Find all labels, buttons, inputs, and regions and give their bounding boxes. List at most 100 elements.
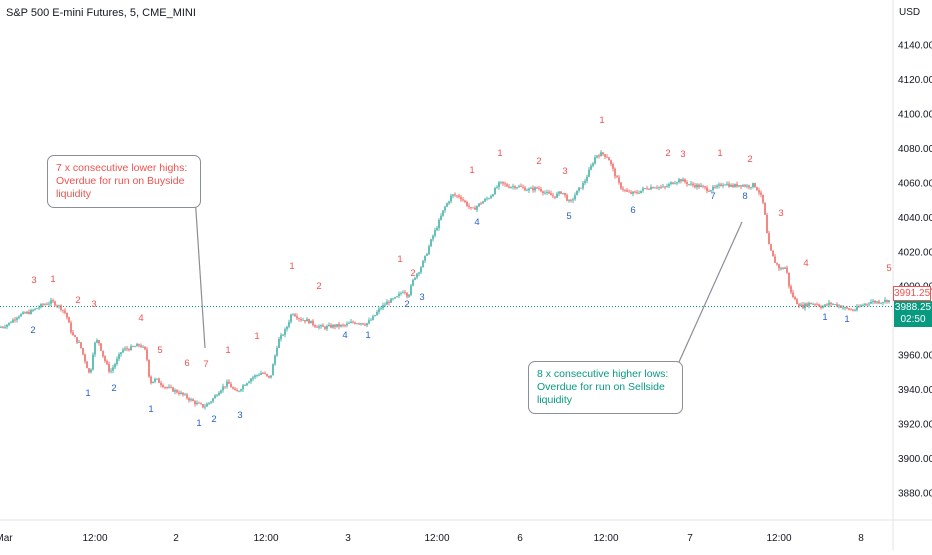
candle-body [436,228,438,231]
candle-body [782,267,784,269]
candle-body [44,304,46,306]
candle-body [302,320,304,321]
candle-body [464,200,466,202]
candle-body [80,342,82,348]
candle-body [642,188,644,191]
candle-body [158,378,160,383]
annotation-buyside[interactable]: 7 x consecutive lower highs: Overdue for… [47,155,201,208]
candle-body [88,368,90,373]
candle-body [338,324,340,327]
candle-body [496,187,498,188]
candle-body [220,390,222,393]
candle-body [722,184,724,186]
sequence-label: 2 [316,281,321,292]
candle-body [626,190,628,192]
x-tick-label: 8 [858,533,864,544]
price-tag-countdown: 02:50 [900,314,926,325]
candle-body [128,349,130,351]
candle-body [126,348,128,350]
candle-body [846,307,848,309]
candle-body [640,190,642,194]
sequence-label: 1 [254,331,259,342]
candle-body [744,185,746,187]
x-tick-label: 12:00 [82,533,107,544]
candle-body [604,154,606,157]
candle-body [270,375,272,378]
candle-body [588,169,590,177]
x-tick-label: 7 [687,533,693,544]
candle-body [198,402,200,404]
candle-body [522,186,524,188]
candle-body [54,301,56,306]
candle-body [754,183,756,188]
candle-body [534,187,536,191]
candle-body [886,299,888,303]
candle-body [710,190,712,192]
candle-body [130,346,132,351]
candle-body [294,314,296,317]
y-tick-label: 4100.00 [898,109,932,120]
candle-body [570,200,572,201]
candle-body [590,165,592,170]
candle-body [828,302,830,305]
candle-body [60,305,62,310]
candle-body [24,312,26,314]
candle-body [146,349,148,360]
candle-body [636,192,638,194]
candle-body [256,375,258,376]
candle-body [620,182,622,189]
y-tick-label: 3880.00 [898,489,932,500]
candle-body [776,262,778,265]
candle-body [320,325,322,327]
candle-body [660,186,662,188]
sequence-label: 3 [419,292,424,303]
candle-body [530,187,532,189]
y-tick-label: 4080.00 [898,144,932,155]
candle-body [600,152,602,157]
candle-body [210,401,212,403]
chart-title: S&P 500 E-mini Futures, 5, CME_MINI [6,7,196,19]
candle-body [244,385,246,386]
candle-body [870,301,872,304]
candle-body [748,185,750,188]
candle-body [274,355,276,365]
candle-body [840,305,842,308]
candle-body [512,186,514,188]
candle-body [712,186,714,191]
candle-body [276,347,278,356]
candle-body [50,300,52,304]
candle-body [564,192,566,196]
candle-body [808,302,810,306]
candle-body [648,189,650,190]
candle-body [10,322,12,324]
candle-body [114,364,116,368]
candle-body [542,191,544,194]
candle-body [654,187,656,189]
candle-body [188,398,190,401]
candle-body [450,195,452,202]
candle-body [664,186,666,188]
candle-body [286,326,288,330]
candle-body [352,321,354,323]
candle-body [484,199,486,202]
candle-body [486,198,488,200]
sequence-label: 2 [111,383,116,394]
candle-body [192,399,194,402]
candle-body [552,195,554,197]
candle-body [750,187,752,188]
candle-body [652,187,654,189]
candle-body [18,316,20,318]
candle-body [702,185,704,187]
candle-body [78,342,80,344]
candle-body [696,184,698,188]
candle-body [38,307,40,309]
candle-body [74,335,76,338]
candle-body [46,304,48,306]
annotation-sellside[interactable]: 8 x consecutive higher lows: Overdue for… [528,361,683,414]
candle-body [778,264,780,269]
candle-body [66,312,68,318]
sequence-label: 8 [742,191,747,202]
sequence-label: 3 [562,166,567,177]
candle-body [104,356,106,362]
